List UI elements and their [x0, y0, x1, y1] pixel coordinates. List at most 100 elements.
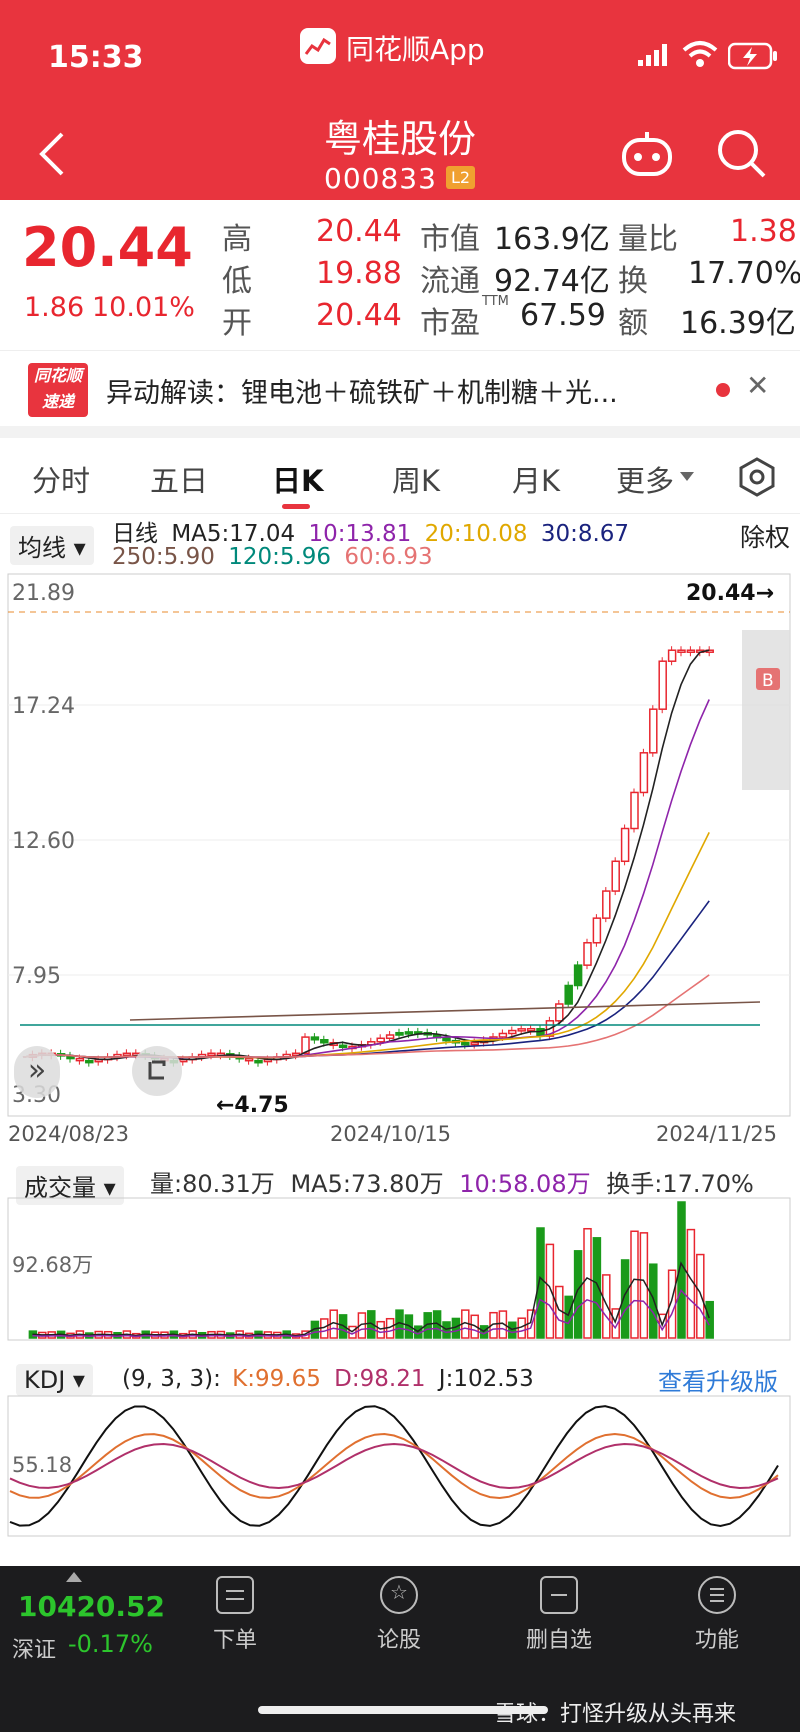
candle: [517, 1028, 526, 1032]
index-value[interactable]: 10420.52: [18, 1590, 166, 1623]
expand-left-icon[interactable]: »: [14, 1046, 60, 1098]
y-label-2: 17.24: [12, 694, 75, 719]
index-change: -0.17%: [68, 1630, 153, 1658]
high-marker: 20.44→: [686, 581, 774, 606]
wifi-icon: [682, 40, 718, 72]
buy-marker: [756, 668, 780, 690]
kdj-legend: (9, 3, 3): K:99.65 D:98.21 J:102.53: [122, 1366, 534, 1392]
ma-lines: [20, 649, 761, 1061]
volume-chart[interactable]: 92.68万: [0, 1196, 800, 1342]
current-price: 20.44: [22, 216, 193, 279]
candle: [611, 860, 620, 892]
y-label-top: 21.89: [12, 581, 75, 606]
tab-indicator: [282, 504, 310, 509]
news-logo-bottom: 速递: [41, 392, 74, 411]
candle: [583, 942, 592, 966]
candle: [573, 964, 583, 987]
nav-functions[interactable]: 功能: [662, 1576, 772, 1654]
amount-label: 额: [618, 306, 648, 341]
adjust-toggle[interactable]: 除权: [740, 523, 791, 552]
candle: [75, 1057, 85, 1062]
tab-more[interactable]: 更多: [616, 464, 675, 498]
news-strip[interactable]: 同花顺 速递 异动解读：锂电池＋硫铁矿＋机制糖＋光... ✕: [0, 350, 800, 426]
volume-bar: [592, 1237, 602, 1339]
kdj-selector-label: KDJ: [24, 1366, 66, 1394]
volume-bar: [432, 1310, 442, 1339]
close-icon[interactable]: ✕: [746, 369, 770, 402]
tab-intraday[interactable]: 分时: [32, 464, 91, 498]
news-text[interactable]: 异动解读：锂电池＋硫铁矿＋机制糖＋光...: [106, 378, 618, 409]
nav-discuss-label: 论股: [376, 1628, 421, 1653]
ma5-value: MA5:17.04: [171, 521, 296, 547]
volume-bar: [639, 1232, 649, 1339]
candle: [667, 649, 677, 662]
volume-bar: [658, 1313, 667, 1339]
low-marker: ←4.75: [216, 1093, 289, 1118]
tab-monthly-k[interactable]: 月K: [512, 464, 561, 498]
turnover-label: 换: [618, 264, 648, 299]
volume-selector-label: 成交量: [24, 1174, 96, 1202]
volume-bar: [573, 1250, 583, 1339]
volume-bar: [583, 1227, 592, 1339]
high-value: 20.44: [316, 214, 402, 249]
expand-up-icon[interactable]: [66, 1572, 82, 1582]
pe-value: 67.59: [520, 298, 606, 333]
tab-daily-k[interactable]: 日K: [272, 464, 324, 498]
volume-bar: [423, 1312, 432, 1339]
divider: [0, 426, 800, 438]
robot-icon[interactable]: [620, 128, 674, 182]
back-icon[interactable]: [36, 130, 66, 182]
kdj-k: K:99.65: [232, 1366, 321, 1392]
candle: [686, 649, 696, 653]
app-logo-icon: [300, 28, 336, 64]
level-badge: L2: [446, 166, 476, 189]
kdj-selector[interactable]: KDJ ▾: [16, 1364, 93, 1396]
menu-icon: [698, 1576, 736, 1614]
upgrade-link[interactable]: 查看升级版: [658, 1368, 778, 1396]
pe-label: 市盈: [420, 306, 480, 341]
kdj-j-line: [9, 1405, 779, 1528]
candle: [395, 1031, 404, 1036]
stock-name: 粤桂股份: [323, 117, 476, 161]
nav-remove-watch-label: 删自选: [525, 1628, 592, 1653]
nav-order-label: 下单: [212, 1628, 257, 1653]
kline-chart[interactable]: 21.89 17.24 12.60 7.95 3.30 20.44→ ←4.75…: [0, 570, 800, 1120]
fullscreen-icon[interactable]: [132, 1046, 182, 1096]
volume-turnover: 换手:17.70%: [606, 1170, 754, 1198]
kdj-params: (9, 3, 3):: [122, 1366, 221, 1392]
nav-order[interactable]: 下单: [180, 1576, 290, 1654]
candle: [677, 649, 686, 653]
low-label: 低: [222, 264, 252, 299]
settings-icon[interactable]: [736, 456, 778, 502]
candle: [649, 708, 658, 754]
nav-remove-watch[interactable]: 删自选: [504, 1576, 614, 1654]
volume-bar: [620, 1259, 630, 1339]
kdj-chart[interactable]: 55.18: [0, 1394, 800, 1538]
tab-weekly-k[interactable]: 周K: [392, 464, 441, 498]
candle: [385, 1034, 395, 1040]
volume-bar: [310, 1320, 320, 1339]
float-label: 流通: [420, 264, 480, 299]
volume-bar: [489, 1311, 498, 1339]
candle: [526, 1027, 536, 1032]
volume-bar: [508, 1321, 517, 1339]
nav-discuss[interactable]: ☆ 论股: [344, 1576, 454, 1654]
candle: [555, 1003, 564, 1022]
signal-icon: [636, 42, 672, 72]
annotation-box: [742, 690, 790, 734]
ma-legend-row2: 250:5.90 120:5.96 60:6.93: [112, 544, 433, 570]
high-label: 高: [222, 222, 252, 257]
ma-selector[interactable]: 均线 ▾: [10, 526, 94, 565]
tab-five-day[interactable]: 五日: [150, 464, 209, 498]
ma60-value: 60:6.93: [344, 544, 433, 570]
volume-bar: [357, 1312, 367, 1339]
stock-code: 000833: [324, 162, 437, 195]
search-icon[interactable]: [716, 128, 768, 184]
price-change-pct: 10.01%: [92, 292, 195, 323]
candle: [461, 1041, 470, 1046]
date-start: 2024/08/23: [8, 1122, 130, 1146]
ma120-value: 120:5.96: [228, 544, 332, 570]
candle: [592, 917, 602, 944]
y-label-4: 7.95: [12, 964, 61, 989]
news-dot-icon: [716, 383, 730, 397]
